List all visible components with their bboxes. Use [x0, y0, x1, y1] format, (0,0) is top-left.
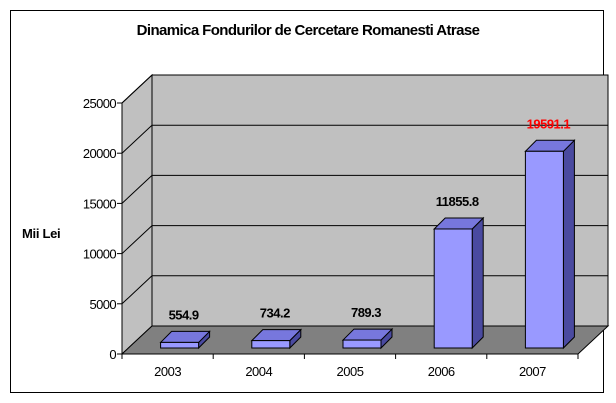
bar-value-label: 789.3 [351, 305, 381, 320]
y-tick-label: 20000 [83, 146, 117, 161]
bar-value-label: 11855.8 [436, 194, 479, 209]
gridline [121, 124, 608, 154]
bar [251, 340, 291, 349]
chart-title: Dinamica Fondurilor de Cercetare Romanes… [136, 22, 480, 39]
y-tick-label: 15000 [83, 196, 117, 211]
y-tick-label: 5000 [89, 297, 116, 312]
bar [433, 228, 473, 349]
bar-value-label: 734.2 [260, 306, 290, 321]
x-tick-label: 2005 [337, 364, 364, 379]
bar [342, 339, 382, 349]
bar-value-label: 554.9 [169, 307, 199, 322]
bar [160, 341, 200, 349]
y-tick-label: 10000 [83, 247, 117, 262]
x-tick-label: 2004 [245, 364, 272, 379]
side-wall [121, 73, 153, 356]
y-tick-label: 0 [109, 347, 116, 362]
bar [524, 150, 564, 349]
x-tick-label: 2007 [519, 364, 546, 379]
y-tick-label: 25000 [83, 96, 117, 111]
y-axis-label: Mii Lei [22, 226, 61, 241]
gridline [121, 174, 608, 204]
x-tick-label: 2003 [154, 364, 181, 379]
bar-side [471, 216, 484, 350]
x-tick-label: 2006 [428, 364, 455, 379]
gridline [121, 74, 608, 104]
bar-side [562, 139, 575, 350]
bar-value-label: 19591.1 [527, 116, 571, 131]
